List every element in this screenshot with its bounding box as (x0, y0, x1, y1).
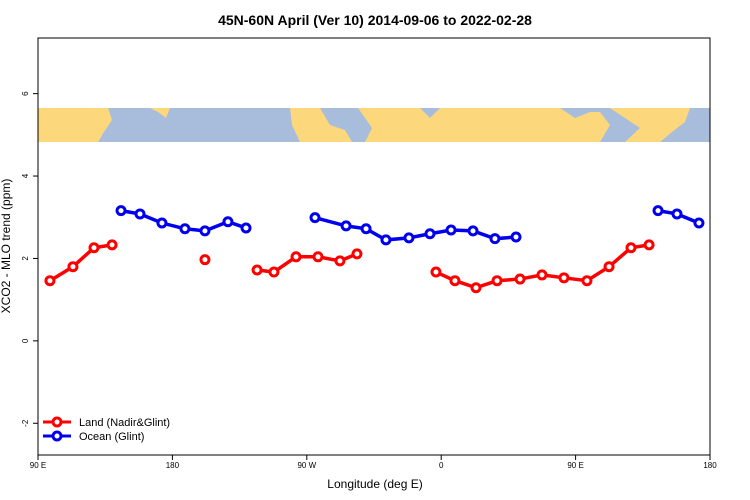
y-tick-label: 0 (21, 338, 30, 343)
map-band (38, 108, 710, 142)
data-point (536, 269, 548, 281)
data-point (268, 266, 280, 278)
data-point (489, 233, 501, 245)
y-tick-label: -2 (21, 419, 30, 427)
data-point (312, 251, 324, 263)
data-point (449, 275, 461, 287)
data-point (558, 272, 570, 284)
data-point (115, 205, 127, 217)
legend-label: Ocean (Glint) (79, 431, 144, 443)
x-tick-label: 180 (166, 461, 180, 470)
map-land (358, 108, 610, 142)
x-tick-label: 180 (703, 461, 717, 470)
data-point (360, 223, 372, 235)
data-point (403, 232, 415, 244)
x-tick-label: 90 E (567, 461, 583, 470)
map-land (150, 108, 170, 118)
data-point (44, 275, 56, 287)
x-axis-label: Longitude (deg E) (327, 477, 422, 491)
map-land (290, 108, 352, 142)
data-point (603, 261, 615, 273)
data-point (445, 224, 457, 236)
data-point (290, 251, 302, 263)
data-point (581, 275, 593, 287)
map-land (38, 108, 112, 142)
data-point (156, 217, 168, 229)
data-point (251, 264, 263, 276)
data-point (430, 266, 442, 278)
x-tick-label: 90 E (30, 461, 46, 470)
data-point (652, 205, 664, 217)
data-point (134, 208, 146, 220)
data-point (199, 225, 211, 237)
chart-title: 45N-60N April (Ver 10) 2014-09-06 to 202… (218, 12, 532, 28)
data-point (693, 217, 705, 229)
data-point (671, 208, 683, 220)
data-point (67, 261, 79, 273)
data-point (625, 242, 637, 254)
plot-frame (37, 37, 711, 456)
data-point (179, 223, 191, 235)
data-point (424, 228, 436, 240)
data-point (380, 234, 392, 246)
y-axis-label: XCO2 - MLO trend (ppm) (0, 179, 13, 314)
x-tick-label: 90 W (297, 461, 316, 470)
legend-label: Land (Nadir&Glint) (79, 417, 170, 429)
data-point (351, 248, 363, 260)
data-point (643, 239, 655, 251)
data-point (510, 231, 522, 243)
data-point (106, 239, 118, 251)
data-point (514, 273, 526, 285)
data-point (222, 216, 234, 228)
y-tick-label: 4 (21, 173, 30, 178)
data-point (467, 225, 479, 237)
data-point (199, 254, 211, 266)
legend-marker (51, 416, 63, 428)
x-tick-label: 0 (439, 461, 444, 470)
data-point (340, 220, 352, 232)
data-point (309, 212, 321, 224)
y-tick-label: 2 (21, 256, 30, 261)
data-point (240, 222, 252, 234)
data-point (491, 275, 503, 287)
map-land (610, 108, 690, 142)
data-point (470, 282, 482, 294)
data-point (88, 242, 100, 254)
y-tick-label: 6 (21, 91, 30, 96)
data-point (334, 255, 346, 267)
legend-marker (51, 430, 63, 442)
